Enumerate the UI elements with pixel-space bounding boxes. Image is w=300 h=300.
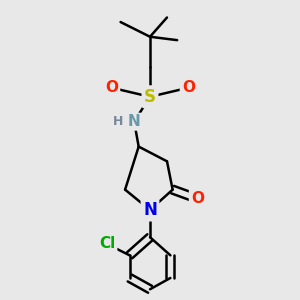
Text: N: N — [128, 114, 140, 129]
Text: N: N — [143, 201, 157, 219]
Text: Cl: Cl — [99, 236, 115, 251]
Text: O: O — [105, 80, 118, 95]
Text: O: O — [182, 80, 195, 95]
Text: H: H — [113, 115, 124, 128]
Text: S: S — [144, 88, 156, 106]
Text: O: O — [191, 191, 204, 206]
